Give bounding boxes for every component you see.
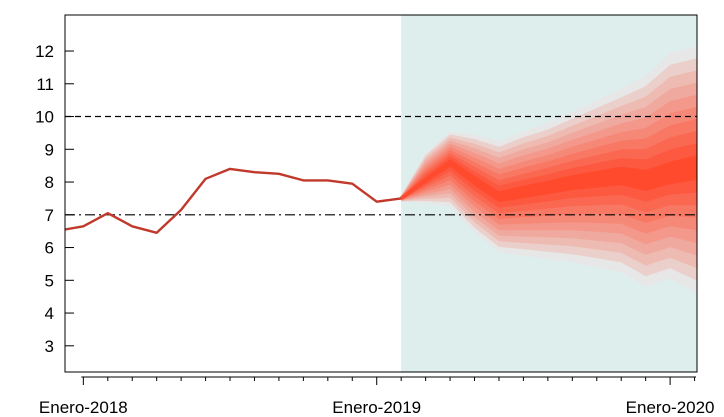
- y-tick-label-7: 7: [45, 206, 54, 225]
- y-tick-label-6: 6: [45, 239, 54, 258]
- y-tick-label-9: 9: [45, 140, 54, 159]
- x-tick-label-1: Enero-2018: [39, 398, 128, 417]
- forecast-median-line: [400, 160, 698, 201]
- forecast-fan: [400, 46, 698, 294]
- fan-band-9: [401, 143, 697, 208]
- axes: 3 4 5 6 7 8 9 10 11 12 Enero-2018 Enero-2019 Enero-2…: [35, 14, 715, 417]
- y-tick-label-12: 12: [35, 42, 54, 61]
- y-tick-label-11: 11: [36, 75, 54, 94]
- plot-frame: [64, 14, 698, 373]
- y-tick-label-3: 3: [45, 337, 54, 356]
- y-tick-label-5: 5: [45, 271, 54, 290]
- y-tick-label-8: 8: [45, 173, 54, 192]
- y-tick-label-4: 4: [45, 304, 54, 323]
- x-tick-label-25: Enero-2020: [626, 398, 715, 417]
- reference-lines: [65, 115, 697, 216]
- x-tick-label-13: Enero-2019: [332, 398, 421, 417]
- history-line: [64, 167, 402, 235]
- history-line-group: [64, 167, 402, 235]
- y-tick-label-10: 10: [35, 108, 54, 127]
